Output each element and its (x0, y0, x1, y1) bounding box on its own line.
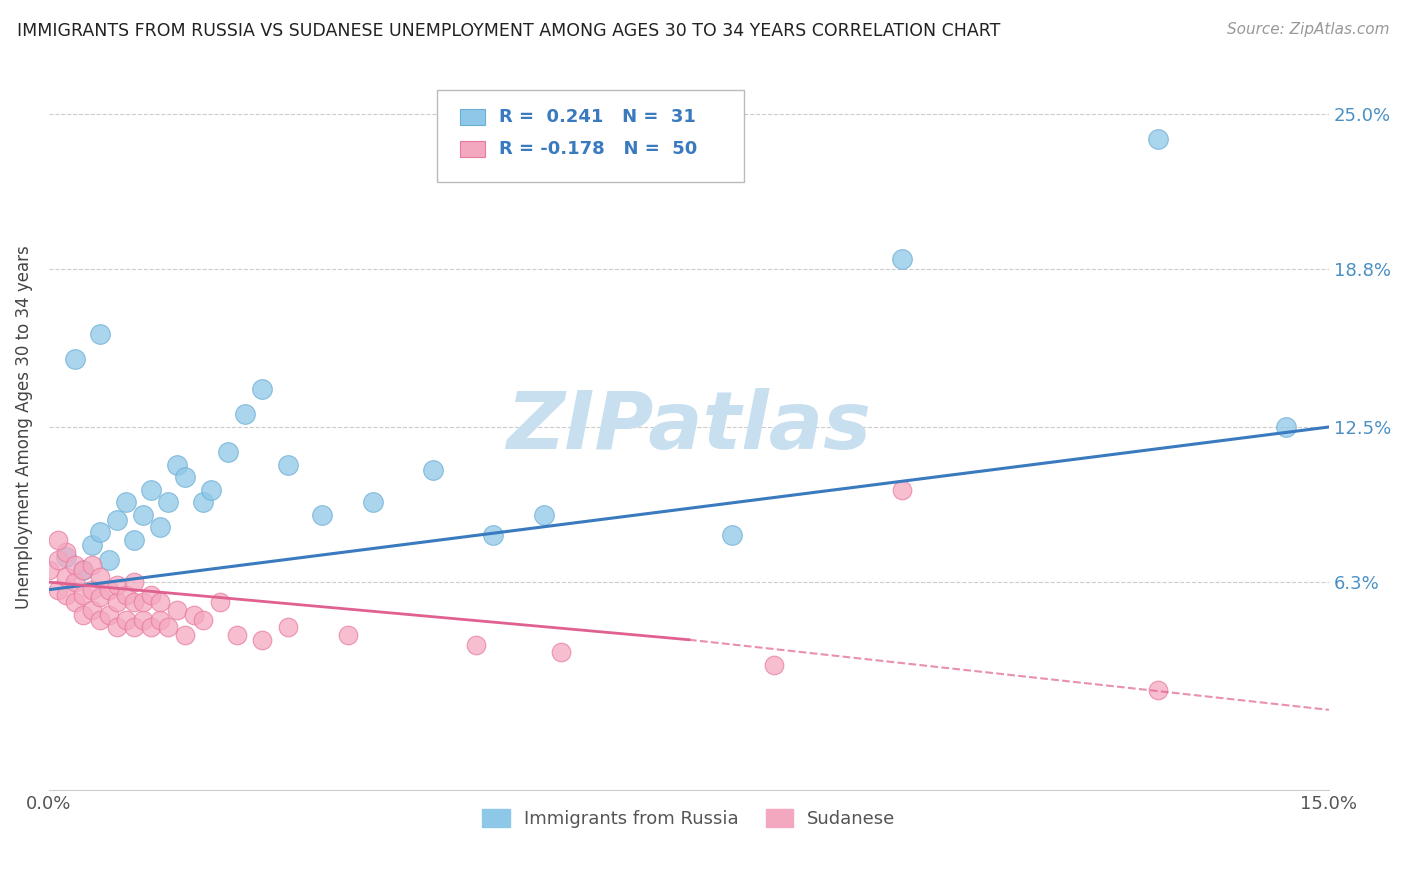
Point (1275, 420, 1298, 434)
Text: R = -0.178   N =  50: R = -0.178 N = 50 (499, 140, 697, 158)
Point (132, 595, 155, 609)
Point (72, 607, 94, 622)
Point (38, 563, 60, 577)
Point (183, 607, 205, 622)
Point (361, 495, 384, 509)
Point (114, 613, 136, 627)
Point (89, 590, 111, 604)
Text: R =  0.241   N =  31: R = 0.241 N = 31 (499, 108, 696, 126)
Point (97, 552, 120, 566)
Point (105, 620, 128, 634)
Point (277, 458, 299, 472)
Point (89, 525, 111, 540)
Point (166, 603, 188, 617)
Point (550, 645, 572, 659)
Point (80, 603, 103, 617)
Point (63, 595, 86, 609)
Point (141, 483, 163, 497)
Point (252, 632, 274, 647)
Point (174, 470, 197, 484)
Point (763, 657, 786, 672)
Point (191, 613, 214, 627)
Point (208, 595, 231, 609)
Point (105, 577, 128, 591)
Point (149, 595, 172, 609)
Point (149, 613, 172, 627)
Y-axis label: Unemployment Among Ages 30 to 34 years: Unemployment Among Ages 30 to 34 years (15, 245, 32, 609)
Point (533, 508, 555, 522)
Point (157, 620, 180, 634)
Point (157, 495, 180, 509)
Point (720, 527, 742, 541)
Point (277, 620, 299, 634)
Point (105, 595, 128, 609)
Point (63, 575, 86, 590)
Point (80, 582, 103, 597)
Point (63, 352, 86, 367)
Point (80, 538, 103, 552)
Point (63, 558, 86, 572)
Legend: Immigrants from Russia, Sudanese: Immigrants from Russia, Sudanese (475, 802, 903, 835)
Point (336, 628, 359, 642)
Point (141, 588, 163, 602)
Point (422, 462, 444, 476)
Point (46, 582, 69, 597)
Point (89, 327, 111, 342)
Point (124, 595, 146, 609)
Point (55, 545, 77, 559)
Point (149, 520, 172, 534)
Point (891, 483, 914, 497)
Point (1147, 132, 1170, 146)
Point (311, 508, 333, 522)
Point (124, 620, 146, 634)
Point (72, 563, 94, 577)
Text: ZIPatlas: ZIPatlas (506, 388, 872, 466)
Point (46, 533, 69, 547)
Point (174, 628, 197, 642)
Point (141, 620, 163, 634)
Point (72, 563, 94, 577)
Point (217, 445, 239, 459)
Point (124, 533, 146, 547)
Point (114, 495, 136, 509)
Point (97, 607, 120, 622)
Text: IMMIGRANTS FROM RUSSIA VS SUDANESE UNEMPLOYMENT AMONG AGES 30 TO 34 YEARS CORREL: IMMIGRANTS FROM RUSSIA VS SUDANESE UNEMP… (17, 22, 1000, 40)
Point (166, 458, 188, 472)
Point (72, 588, 94, 602)
Point (132, 613, 155, 627)
Point (80, 558, 103, 572)
Point (105, 513, 128, 527)
Point (55, 588, 77, 602)
Point (97, 582, 120, 597)
Point (464, 638, 486, 652)
Point (55, 550, 77, 565)
Point (191, 495, 214, 509)
Point (200, 483, 222, 497)
Point (46, 552, 69, 566)
Point (124, 575, 146, 590)
Point (481, 527, 503, 541)
Point (252, 383, 274, 397)
Point (114, 588, 136, 602)
Point (225, 628, 247, 642)
Text: Source: ZipAtlas.com: Source: ZipAtlas.com (1226, 22, 1389, 37)
Point (1147, 682, 1170, 697)
Point (89, 570, 111, 584)
Point (132, 508, 155, 522)
Point (89, 613, 111, 627)
Point (891, 252, 914, 267)
Point (233, 408, 256, 422)
Point (55, 570, 77, 584)
